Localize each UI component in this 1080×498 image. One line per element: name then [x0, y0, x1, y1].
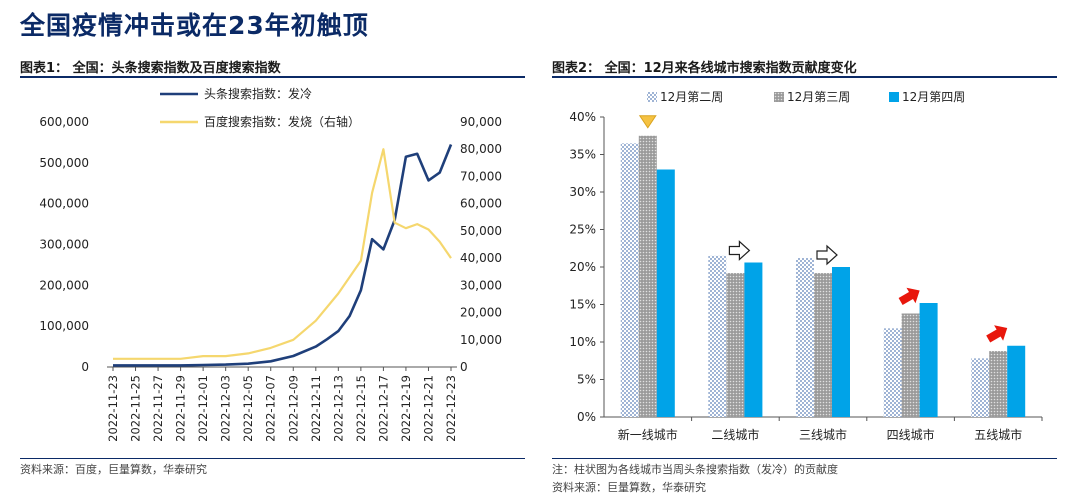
chart2-bar	[883, 328, 902, 417]
chart2-bar	[726, 273, 745, 417]
chart1-y-left-tick-label: 200,000	[39, 278, 89, 292]
chart2-source: 资料来源：巨量算数，华泰研究	[552, 481, 706, 494]
chart1-y-right-tick-label: 30,000	[460, 278, 502, 292]
chart2-x-tick-label: 五线城市	[974, 427, 1022, 442]
chart1-x-tick-label: 2022-12-05	[241, 375, 255, 442]
chart2-bar	[656, 169, 675, 417]
chart1-y-right-tick-label: 90,000	[460, 115, 502, 129]
chart2-x-tick-label: 四线城市	[887, 427, 935, 442]
chart2-y-tick-label: 10%	[569, 335, 596, 349]
chart1-y-left-tick-label: 100,000	[39, 319, 89, 333]
chart2-y-tick-label: 30%	[569, 185, 596, 199]
chart2-legend-label: 12月第二周	[660, 90, 723, 104]
chart1-y-right-tick-label: 70,000	[460, 169, 502, 183]
chart1-source: 资料来源：百度，巨量算数，华泰研究	[20, 463, 207, 476]
chart1-y-left-tick-label: 0	[81, 360, 89, 374]
chart1-x-tick-label: 2022-12-07	[264, 375, 278, 442]
chart1-y-right-tick-label: 0	[460, 360, 468, 374]
chart2-x-tick-label: 三线城市	[799, 427, 847, 442]
chart1-x-tick-label: 2022-12-09	[286, 375, 300, 442]
chart1-line-chart: 0 100,000 200,000 300,000 400,000 500,000 600,…	[39, 86, 502, 442]
chart2-y-tick-label: 25%	[569, 223, 596, 237]
chart1-legend-label: 头条搜索指数：发冷	[204, 86, 312, 101]
chart2-y-tick-label: 35%	[569, 148, 596, 162]
chart1-title-rule	[20, 76, 525, 78]
chart1-y-right-tick-label: 60,000	[460, 197, 502, 211]
chart2-bar	[919, 303, 938, 417]
chart2-arrow-right-icon	[816, 244, 838, 266]
chart1-y-right-tick-label: 40,000	[460, 251, 502, 265]
chart2-legend-swatch	[774, 92, 784, 102]
chart2-y-tick-label: 40%	[569, 110, 596, 124]
page-title: 全国疫情冲击或在23年初触顶	[20, 11, 369, 40]
chart1-x-tick-label: 2022-12-19	[399, 375, 413, 442]
chart1-bottom-rule	[20, 458, 525, 459]
chart2-bar-chart: 0% 5% 10% 15% 20% 25% 30% 35% 40% 新一线城市 二线城市 三线城市 四线…	[569, 90, 1043, 442]
chart2-legend-swatch	[647, 92, 657, 102]
chart2-x-tick-label: 二线城市	[711, 427, 759, 442]
chart2-bar	[638, 135, 657, 417]
chart1-y-left-tick-label: 300,000	[39, 238, 89, 252]
chart1-x-tick-label: 2022-12-01	[196, 375, 210, 442]
chart1-x-tick-label: 2022-11-23	[106, 375, 120, 442]
chart2-x-tick-label: 新一线城市	[618, 427, 678, 442]
chart2-note: 注：柱状图为各线城市当周头条搜索指数（发冷）的贡献度	[552, 463, 838, 476]
chart2-bar	[971, 358, 990, 417]
chart2-bar	[901, 313, 920, 417]
chart1-x-tick-label: 2022-11-27	[151, 375, 165, 442]
chart1-x-tick-label: 2022-12-17	[376, 375, 390, 442]
chart1-title: 图表1： 全国：头条搜索指数及百度搜索指数	[20, 61, 281, 76]
chart2-legend-label: 12月第四周	[902, 90, 965, 104]
chart2-title: 图表2： 全国：12月来各线城市搜索指数贡献度变化	[552, 61, 857, 76]
chart1-y-right-tick-label: 10,000	[460, 333, 502, 347]
chart2-y-tick-label: 0%	[577, 410, 596, 424]
chart1-y-right-tick-label: 50,000	[460, 224, 502, 238]
chart2-bar	[989, 351, 1008, 417]
chart2-y-tick-label: 5%	[577, 373, 596, 387]
chart2-legend-swatch	[889, 92, 899, 102]
chart2-bottom-rule	[552, 458, 1057, 459]
chart2-y-tick-label: 20%	[569, 260, 596, 274]
chart2-arrow-up-right-icon	[898, 287, 920, 305]
chart2-bar	[708, 255, 727, 417]
chart1-x-tick-label: 2022-11-29	[174, 375, 188, 442]
chart1-x-tick-label: 2022-12-13	[331, 375, 345, 442]
chart1-y-left-tick-label: 600,000	[39, 115, 89, 129]
chart1-x-tick-label: 2022-11-25	[129, 375, 143, 442]
chart1-legend-label: 百度搜索指数：发烧（右轴）	[204, 114, 360, 129]
chart2-arrow-down-icon	[638, 115, 657, 129]
chart2-bar	[814, 273, 832, 417]
chart2-bar	[1007, 345, 1026, 417]
chart2-y-tick-label: 15%	[569, 298, 596, 312]
chart1-x-tick-label: 2022-12-15	[354, 375, 368, 442]
chart2-arrow-right-icon	[728, 240, 751, 261]
chart2-legend-label: 12月第三周	[787, 90, 850, 104]
chart1-y-right-tick-label: 80,000	[460, 142, 502, 156]
chart1-x-tick-label: 2022-12-21	[421, 375, 435, 442]
chart1-series-baidu-line	[113, 148, 452, 360]
chart1-x-tick-label: 2022-12-11	[309, 375, 323, 442]
chart2-bar	[620, 143, 639, 417]
chart1-x-tick-label: 2022-12-03	[219, 375, 233, 442]
chart2-title-rule	[552, 76, 1057, 78]
chart1-x-tick-label: 2022-12-23	[444, 375, 458, 442]
chart1-y-left-tick-label: 500,000	[39, 156, 89, 170]
chart1-y-left-tick-label: 400,000	[39, 197, 89, 211]
chart1-series-toutiao-line	[113, 144, 453, 367]
chart2-arrow-up-right-icon	[986, 325, 1008, 343]
chart2-bar	[796, 258, 814, 417]
chart1-y-right-tick-label: 20,000	[460, 306, 502, 320]
chart2-bar	[832, 267, 850, 417]
chart2-bar	[744, 262, 763, 417]
